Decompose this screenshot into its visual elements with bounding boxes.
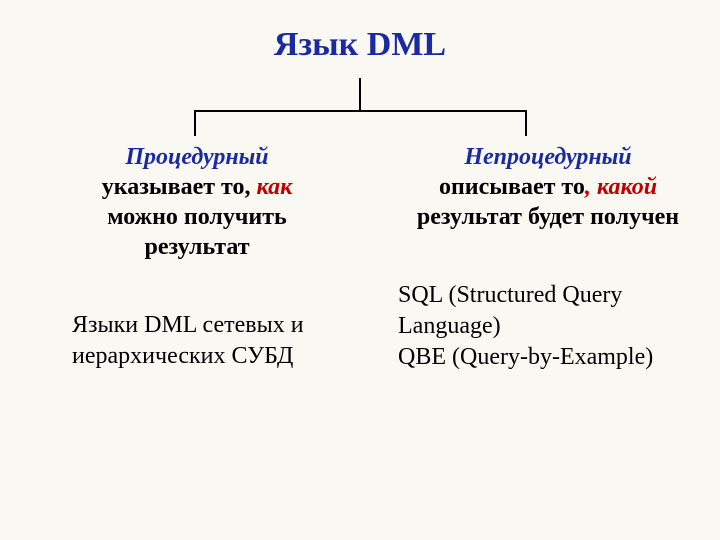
slide-canvas: Язык DML Процедурный указывает то, как м…: [0, 0, 720, 540]
left-desc-em: как: [257, 174, 293, 200]
right-branch: Непроцедурный описывает то, какой резуль…: [398, 142, 698, 232]
connector-right-drop: [525, 110, 527, 136]
right-branch-desc-line1: описывает то, какой: [398, 172, 698, 202]
right-desc-comma: ,: [585, 174, 597, 200]
left-branch-head: Процедурный: [72, 142, 322, 172]
right-example-line3: QBE (Query-by-Example): [398, 342, 708, 373]
left-branch-desc-line2: можно получить: [72, 202, 322, 232]
right-desc-pre: описывает то: [439, 174, 585, 200]
connector-horizontal: [194, 110, 527, 112]
right-example-line1: SQL (Structured Query: [398, 280, 708, 311]
right-branch-head: Непроцедурный: [398, 142, 698, 172]
connector-stem: [359, 78, 361, 110]
left-branch-examples: Языки DML сетевых и иерархических СУБД: [72, 310, 372, 372]
left-branch: Процедурный указывает то, как можно полу…: [72, 142, 322, 262]
connector-left-drop: [194, 110, 196, 136]
right-desc-em: какой: [597, 174, 657, 200]
left-desc-pre: указывает то,: [102, 174, 257, 200]
left-example-line2: иерархических СУБД: [72, 341, 372, 372]
left-branch-desc-line3: результат: [72, 232, 322, 262]
slide-title: Язык DML: [0, 26, 720, 64]
left-example-line1: Языки DML сетевых и: [72, 310, 372, 341]
right-branch-desc-line2: результат будет получен: [398, 202, 698, 232]
right-example-line2: Language): [398, 311, 708, 342]
left-branch-desc-line1: указывает то, как: [72, 172, 322, 202]
right-branch-examples: SQL (Structured Query Language) QBE (Que…: [398, 280, 708, 374]
